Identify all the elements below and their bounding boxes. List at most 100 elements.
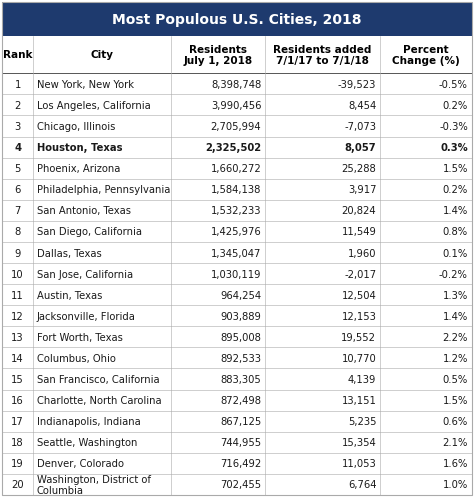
Text: 1.2%: 1.2% [442,353,468,363]
Text: 19: 19 [11,458,24,468]
Text: 1.3%: 1.3% [443,290,468,300]
Text: 10: 10 [11,269,24,279]
Bar [2,306,472,327]
Text: Seattle, Washington: Seattle, Washington [36,437,137,447]
Text: Percent
Change (%): Percent Change (%) [392,45,460,66]
Text: -2,017: -2,017 [344,269,376,279]
Text: 6,764: 6,764 [348,479,376,489]
Text: 8,398,748: 8,398,748 [211,80,261,90]
Text: -0.5%: -0.5% [439,80,468,90]
Text: 867,125: 867,125 [220,416,261,426]
Text: 1.0%: 1.0% [443,479,468,489]
Text: 883,305: 883,305 [220,374,261,384]
Text: Most Populous U.S. Cities, 2018: Most Populous U.S. Cities, 2018 [112,13,362,27]
Text: 5,235: 5,235 [348,416,376,426]
Text: Fort Worth, Texas: Fort Worth, Texas [36,332,123,342]
Text: 0.2%: 0.2% [443,101,468,111]
Bar [2,411,472,432]
Text: 14: 14 [11,353,24,363]
Text: 1: 1 [14,80,21,90]
Text: 25,288: 25,288 [342,164,376,174]
Bar [2,37,472,74]
Text: 17: 17 [11,416,24,426]
Text: 0.3%: 0.3% [440,143,468,153]
Text: 6: 6 [14,185,21,195]
Text: 1,532,233: 1,532,233 [211,206,261,216]
Text: San Diego, California: San Diego, California [36,227,142,237]
Text: 4,139: 4,139 [348,374,376,384]
Text: 1,345,047: 1,345,047 [211,248,261,258]
Bar [2,3,472,37]
Text: 5: 5 [14,164,21,174]
Text: 12: 12 [11,311,24,321]
Text: City: City [91,51,114,60]
Text: 10,770: 10,770 [342,353,376,363]
Text: Austin, Texas: Austin, Texas [36,290,102,300]
Text: 0.5%: 0.5% [443,374,468,384]
Text: 903,889: 903,889 [220,311,261,321]
Text: -0.2%: -0.2% [439,269,468,279]
Bar [2,242,472,264]
Text: 13,151: 13,151 [341,395,376,405]
Text: 12,153: 12,153 [341,311,376,321]
Text: 892,533: 892,533 [220,353,261,363]
Text: 3,990,456: 3,990,456 [211,101,261,111]
Text: San Francisco, California: San Francisco, California [36,374,159,384]
Text: 0.6%: 0.6% [443,416,468,426]
Text: 1.5%: 1.5% [442,164,468,174]
Bar [2,285,472,306]
Text: 1.6%: 1.6% [442,458,468,468]
Text: 1.4%: 1.4% [443,311,468,321]
Text: 16: 16 [11,395,24,405]
Text: 1,660,272: 1,660,272 [210,164,261,174]
Text: 1.4%: 1.4% [443,206,468,216]
Text: 8,057: 8,057 [345,143,376,153]
Text: New York, New York: New York, New York [36,80,134,90]
Text: 8: 8 [15,227,21,237]
Text: 20,824: 20,824 [342,206,376,216]
Text: 8,454: 8,454 [348,101,376,111]
Text: Phoenix, Arizona: Phoenix, Arizona [36,164,120,174]
Text: 0.2%: 0.2% [443,185,468,195]
Text: Denver, Colorado: Denver, Colorado [36,458,124,468]
Text: Philadelphia, Pennsylvania: Philadelphia, Pennsylvania [36,185,170,195]
Bar [2,474,472,495]
Text: Chicago, Illinois: Chicago, Illinois [36,122,115,132]
Text: 1,030,119: 1,030,119 [211,269,261,279]
Text: San Jose, California: San Jose, California [36,269,133,279]
Bar [2,74,472,95]
Text: 4: 4 [14,143,21,153]
Bar [2,432,472,453]
Text: 11,549: 11,549 [341,227,376,237]
Bar [2,327,472,348]
Text: 9: 9 [14,248,21,258]
Text: Jacksonville, Florida: Jacksonville, Florida [36,311,136,321]
Text: Washington, District of
Columbia: Washington, District of Columbia [36,473,151,495]
Text: Columbus, Ohio: Columbus, Ohio [36,353,116,363]
Text: 2,325,502: 2,325,502 [205,143,261,153]
Bar [2,221,472,242]
Text: 15: 15 [11,374,24,384]
Bar [2,179,472,200]
Bar [2,369,472,390]
Text: 716,492: 716,492 [220,458,261,468]
Text: 895,008: 895,008 [220,332,261,342]
Text: 2.1%: 2.1% [442,437,468,447]
Text: Charlotte, North Carolina: Charlotte, North Carolina [36,395,161,405]
Bar [2,264,472,285]
Bar [2,348,472,369]
Text: 3: 3 [15,122,21,132]
Text: San Antonio, Texas: San Antonio, Texas [36,206,131,216]
Text: -7,073: -7,073 [344,122,376,132]
Text: 19,552: 19,552 [341,332,376,342]
Text: 702,455: 702,455 [220,479,261,489]
Text: 1,960: 1,960 [348,248,376,258]
Text: 12,504: 12,504 [342,290,376,300]
Bar [2,158,472,179]
Text: 0.8%: 0.8% [443,227,468,237]
Bar [2,453,472,474]
Text: Los Angeles, California: Los Angeles, California [36,101,150,111]
Text: 964,254: 964,254 [220,290,261,300]
Text: 2,705,994: 2,705,994 [211,122,261,132]
Bar [2,390,472,411]
